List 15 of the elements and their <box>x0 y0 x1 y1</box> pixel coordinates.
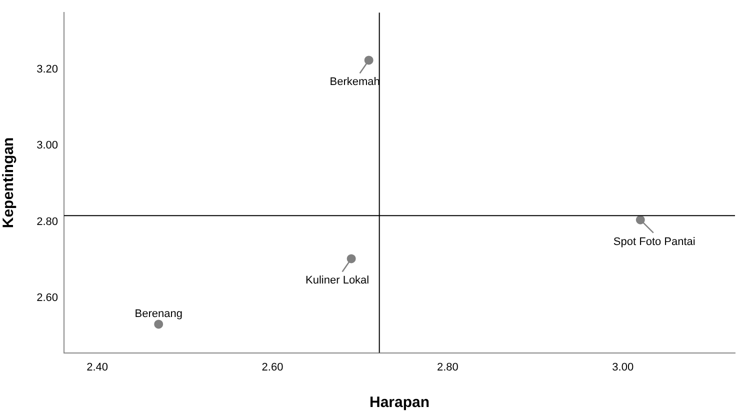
annotation: Berkemah <box>330 76 380 88</box>
x-tick-label: 3.00 <box>612 361 634 374</box>
y-tick-label: 3.20 <box>36 63 58 76</box>
y-tick-label: 2.60 <box>36 292 58 304</box>
x-tick-label: 2.60 <box>262 361 284 374</box>
y-axis-title: Kepentingan <box>0 137 18 228</box>
x-tick-label: 2.40 <box>86 361 108 374</box>
x-tick-label: 2.80 <box>436 361 458 374</box>
y-tick-label: 3.00 <box>36 140 58 152</box>
annotation: Spot Foto Pantai <box>613 236 696 248</box>
x-axis-title: Harapan <box>369 394 430 412</box>
annotation: Berenang <box>134 308 182 320</box>
annotation: Kuliner Lokal <box>306 274 370 287</box>
y-tick-label: 2.80 <box>36 216 58 228</box>
point <box>154 320 164 329</box>
